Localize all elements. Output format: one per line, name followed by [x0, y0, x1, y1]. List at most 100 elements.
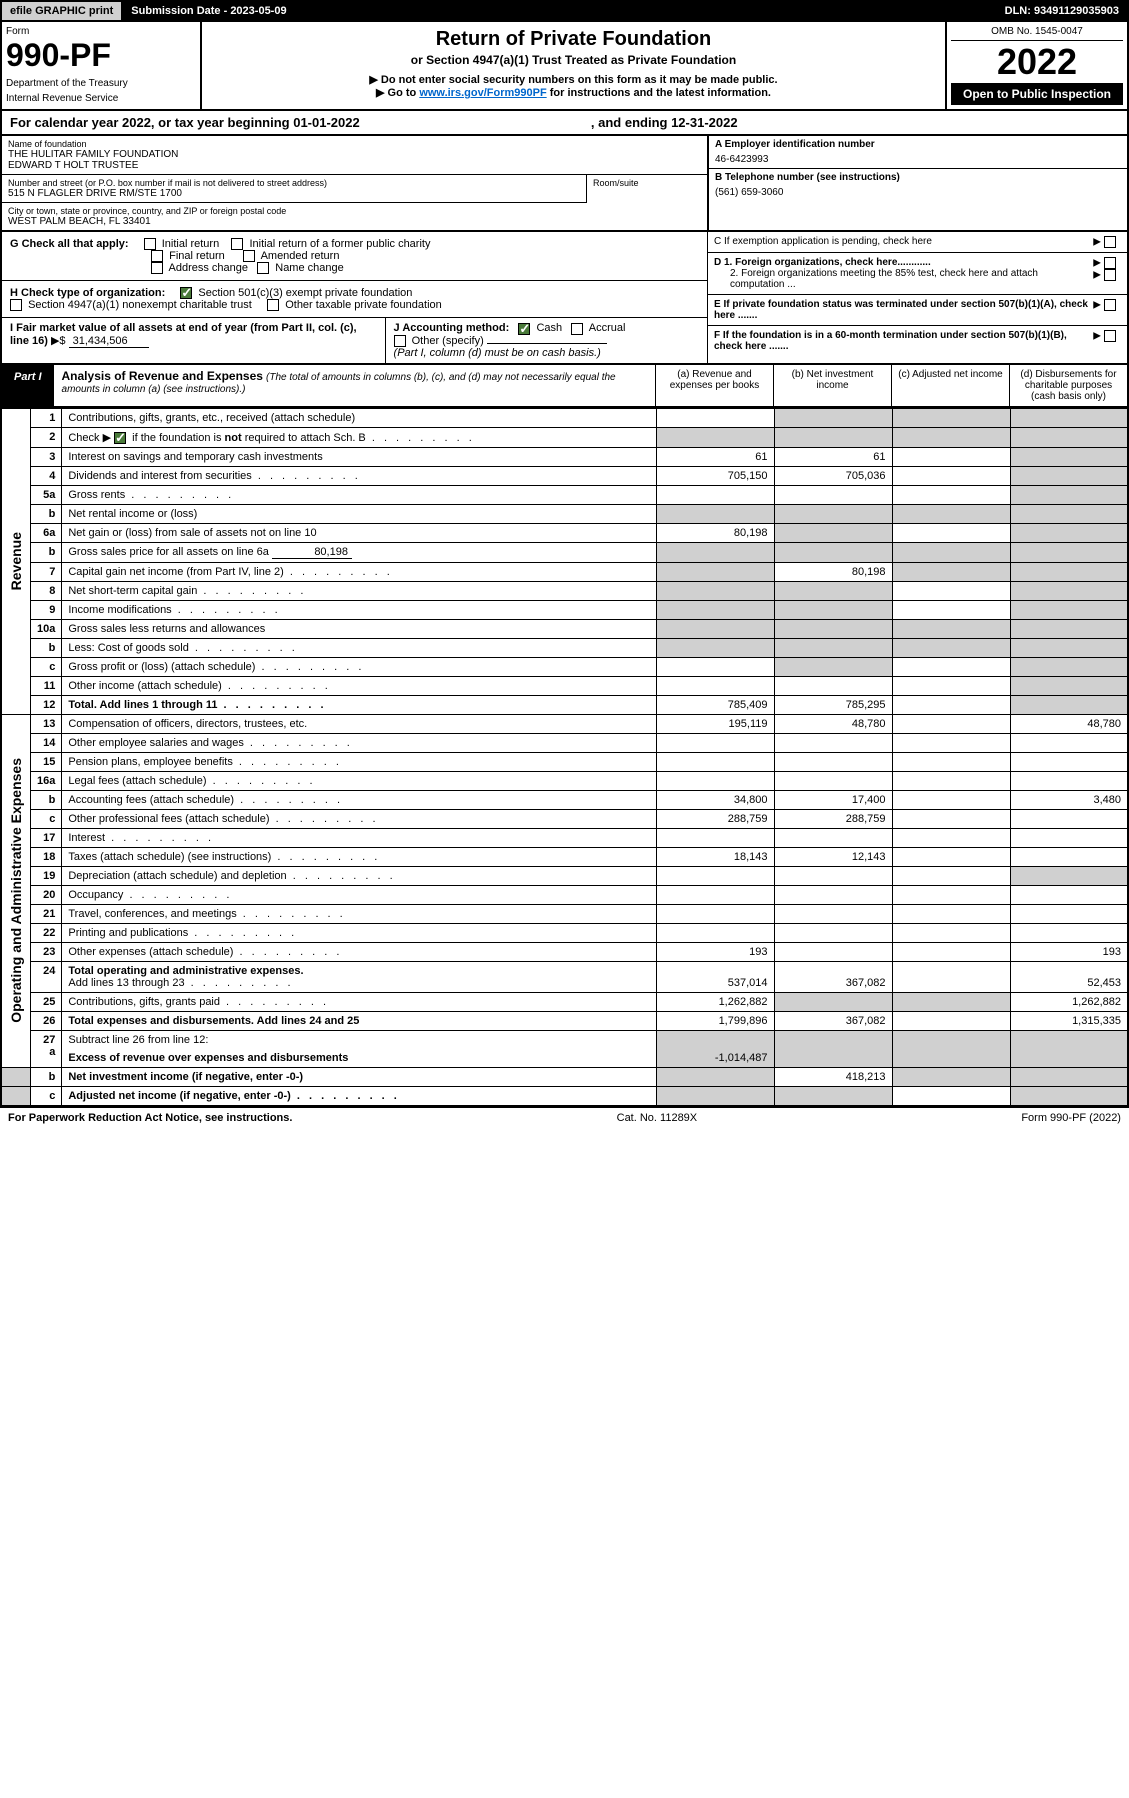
j-block: J Accounting method: Cash Accrual Other … — [386, 318, 707, 362]
check-status-terminated[interactable] — [1104, 299, 1116, 311]
h-opt-3: Other taxable private foundation — [285, 299, 442, 311]
omb-number: OMB No. 1545-0047 — [951, 26, 1123, 41]
h-opt-2: Section 4947(a)(1) nonexempt charitable … — [28, 299, 252, 311]
check-85pct[interactable] — [1104, 269, 1116, 281]
check-exemption-pending[interactable] — [1104, 236, 1116, 248]
col-d-header: (d) Disbursements for charitable purpose… — [1009, 365, 1127, 406]
dept-treasury: Department of the Treasury — [6, 78, 196, 89]
cal-year-end: , and ending 12-31-2022 — [591, 115, 1119, 130]
column-headers: (a) Revenue and expenses per books (b) N… — [655, 365, 1127, 406]
r24d: 52,453 — [1010, 961, 1128, 992]
form-label: Form — [6, 26, 196, 37]
room-suite-cell: Room/suite — [587, 175, 707, 203]
row-7-desc: Capital gain net income (from Part IV, l… — [62, 562, 656, 581]
name-label: Name of foundation — [8, 139, 701, 149]
r27aa: -1,014,487 — [656, 1030, 774, 1067]
row-10b-desc: Less: Cost of goods sold — [62, 638, 656, 657]
g-opt-0: Initial return — [162, 238, 219, 250]
row-9-desc: Income modifications — [62, 600, 656, 619]
h-check-row: H Check type of organization: Section 50… — [2, 281, 707, 318]
irs-label: Internal Revenue Service — [6, 93, 196, 104]
r16cb: 288,759 — [774, 809, 892, 828]
check-501c3[interactable] — [180, 287, 192, 299]
f-label: F If the foundation is in a 60-month ter… — [714, 330, 1091, 352]
r24b: 367,082 — [774, 961, 892, 992]
cal-year-begin: For calendar year 2022, or tax year begi… — [10, 115, 591, 130]
row-11-desc: Other income (attach schedule) — [62, 676, 656, 695]
check-initial-former[interactable] — [231, 238, 243, 250]
ein-value: 46-6423993 — [715, 154, 1121, 165]
r23a: 193 — [656, 942, 774, 961]
address: 515 N FLAGLER DRIVE RM/STE 1700 — [8, 188, 580, 199]
form-number: 990-PF — [6, 37, 196, 74]
row-10a-desc: Gross sales less returns and allowances — [62, 619, 656, 638]
r6b-val: 80,198 — [272, 546, 352, 559]
check-initial-return[interactable] — [144, 238, 156, 250]
r16bd: 3,480 — [1010, 790, 1128, 809]
check-60month[interactable] — [1104, 330, 1116, 342]
r26a: 1,799,896 — [656, 1011, 774, 1030]
check-cash[interactable] — [518, 323, 530, 335]
row-16c-desc: Other professional fees (attach schedule… — [62, 809, 656, 828]
r13b: 48,780 — [774, 714, 892, 733]
r18a: 18,143 — [656, 847, 774, 866]
check-accrual[interactable] — [571, 323, 583, 335]
row-22-desc: Printing and publications — [62, 923, 656, 942]
form-title-block: Return of Private Foundation or Section … — [202, 22, 947, 109]
form-header: Form 990-PF Department of the Treasury I… — [0, 22, 1129, 111]
form-id-block: Form 990-PF Department of the Treasury I… — [2, 22, 202, 109]
foundation-name-cell: Name of foundation THE HULITAR FAMILY FO… — [2, 136, 707, 175]
check-address-change[interactable] — [151, 262, 163, 274]
city-label: City or town, state or province, country… — [8, 206, 701, 216]
r3a: 61 — [656, 447, 774, 466]
check-foreign-org[interactable] — [1104, 257, 1116, 269]
topbar: efile GRAPHIC print Submission Date - 20… — [0, 0, 1129, 22]
ssn-warning: ▶ Do not enter social security numbers o… — [208, 73, 939, 86]
dln: DLN: 93491129035903 — [997, 2, 1127, 20]
check-name-change[interactable] — [257, 262, 269, 274]
phone-value: (561) 659-3060 — [715, 187, 1121, 198]
revenue-side-label: Revenue — [8, 532, 24, 590]
f-check-row: F If the foundation is in a 60-month ter… — [708, 326, 1127, 356]
check-amended[interactable] — [243, 250, 255, 262]
instructions-link[interactable]: www.irs.gov/Form990PF — [419, 87, 546, 99]
r13d: 48,780 — [1010, 714, 1128, 733]
efile-label[interactable]: efile GRAPHIC print — [2, 2, 123, 20]
room-label: Room/suite — [593, 178, 701, 188]
r25d: 1,262,882 — [1010, 992, 1128, 1011]
row-20-desc: Occupancy — [62, 885, 656, 904]
instr-pre: ▶ Go to — [376, 87, 419, 99]
calendar-year-row: For calendar year 2022, or tax year begi… — [0, 111, 1129, 136]
form-ref: Form 990-PF (2022) — [1021, 1112, 1121, 1124]
r27bb: 418,213 — [774, 1067, 892, 1086]
row-21-desc: Travel, conferences, and meetings — [62, 904, 656, 923]
d-check-row: D 1. Foreign organizations, check here..… — [708, 253, 1127, 295]
c-label: C If exemption application is pending, c… — [714, 236, 1091, 248]
row-3-desc: Interest on savings and temporary cash i… — [62, 447, 656, 466]
addr-label: Number and street (or P.O. box number if… — [8, 178, 580, 188]
row-10c-desc: Gross profit or (loss) (attach schedule) — [62, 657, 656, 676]
r16bb: 17,400 — [774, 790, 892, 809]
instructions-link-line: ▶ Go to www.irs.gov/Form990PF for instru… — [208, 86, 939, 99]
r12b: 785,295 — [774, 695, 892, 714]
year-block: OMB No. 1545-0047 2022 Open to Public In… — [947, 22, 1127, 109]
row-6b-desc: Gross sales price for all assets on line… — [62, 542, 656, 562]
r6aa: 80,198 — [656, 523, 774, 542]
cat-no: Cat. No. 11289X — [617, 1112, 698, 1124]
row-27-desc: Subtract line 26 from line 12: — [62, 1030, 656, 1049]
check-sch-b[interactable] — [114, 432, 126, 444]
check-other-method[interactable] — [394, 335, 406, 347]
g-opt-3: Amended return — [261, 250, 340, 262]
row-27a-desc: Excess of revenue over expenses and disb… — [62, 1049, 656, 1068]
check-final-return[interactable] — [151, 250, 163, 262]
r6b-pre: Gross sales price for all assets on line… — [68, 546, 269, 558]
j-label: J Accounting method: — [394, 322, 510, 334]
row-15-desc: Pension plans, employee benefits — [62, 752, 656, 771]
r23d: 193 — [1010, 942, 1128, 961]
check-other-taxable[interactable] — [267, 299, 279, 311]
submission-date: Submission Date - 2023-05-09 — [123, 2, 996, 20]
foundation-name-1: THE HULITAR FAMILY FOUNDATION — [8, 149, 701, 160]
check-4947a1[interactable] — [10, 299, 22, 311]
h-opt-1: Section 501(c)(3) exempt private foundat… — [198, 287, 412, 299]
public-inspection: Open to Public Inspection — [951, 83, 1123, 105]
